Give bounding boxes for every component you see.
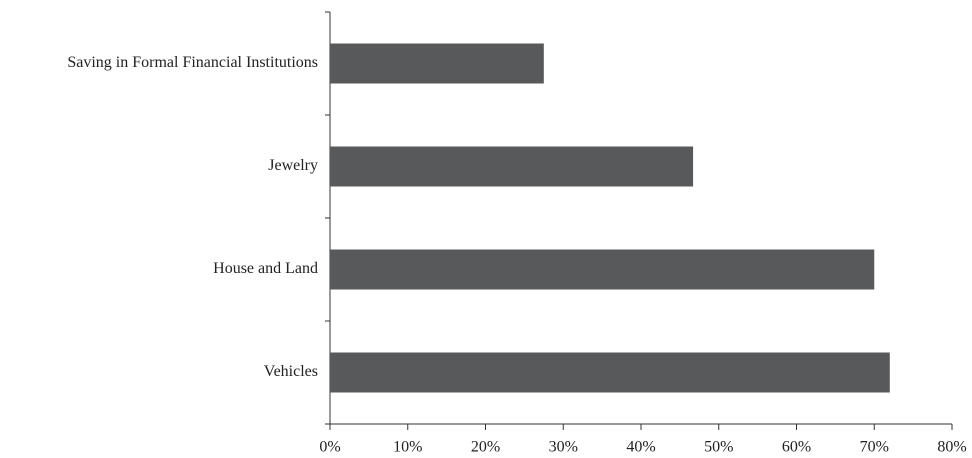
- x-tick-label: 0%: [319, 439, 340, 456]
- bar: [330, 146, 694, 187]
- x-tick-label: 10%: [393, 439, 422, 456]
- bar: [330, 43, 544, 84]
- x-tick-label: 50%: [704, 439, 733, 456]
- x-tick-label: 20%: [471, 439, 500, 456]
- y-tick-label: House and Land: [213, 260, 318, 277]
- x-tick-label: 40%: [626, 439, 655, 456]
- y-tick-label: Jewelry: [268, 157, 318, 174]
- x-tick-label: 30%: [549, 439, 578, 456]
- x-tick-label: 80%: [937, 439, 966, 456]
- y-tick-label: Vehicles: [264, 363, 318, 380]
- bar: [330, 249, 875, 290]
- x-tick-label: 70%: [860, 439, 889, 456]
- y-tick-label: Saving in Formal Financial Institutions: [67, 54, 318, 71]
- bar: [330, 352, 890, 393]
- x-tick-label: 60%: [782, 439, 811, 456]
